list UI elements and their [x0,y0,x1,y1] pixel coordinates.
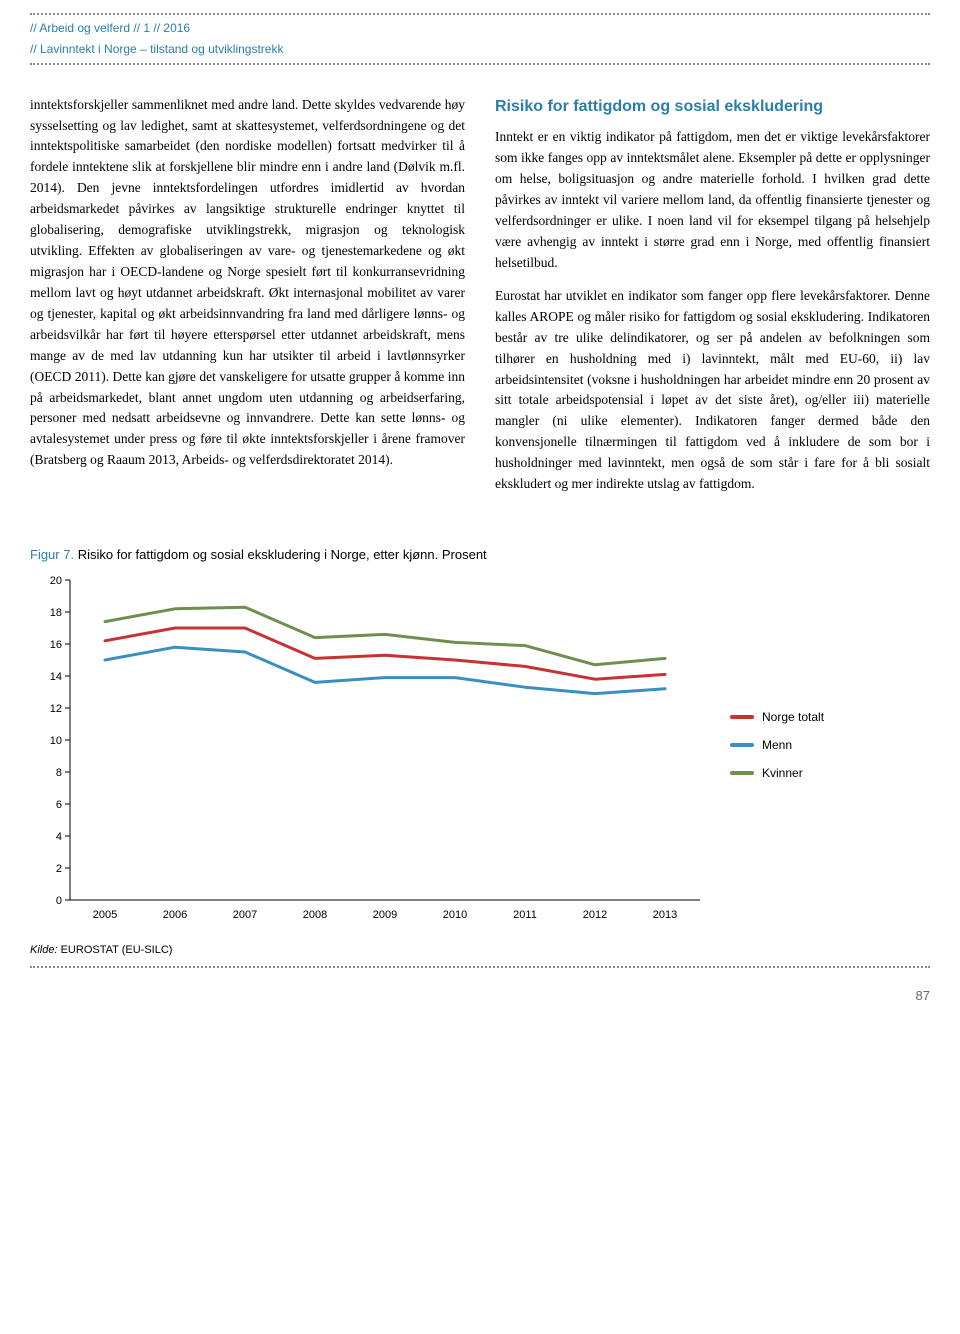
legend-swatch [730,743,754,747]
legend-swatch [730,771,754,775]
page-header: // Arbeid og velferd // 1 // 2016 // Lav… [30,0,930,65]
legend-label: Norge totalt [762,710,824,724]
svg-text:2011: 2011 [513,909,537,921]
svg-text:2007: 2007 [233,909,257,921]
right-para-1: Inntekt er en viktig indikator på fattig… [495,127,930,273]
legend-swatch [730,715,754,719]
right-para-2: Eurostat har utviklet en indikator som f… [495,286,930,495]
svg-text:2009: 2009 [373,909,397,921]
svg-text:6: 6 [56,799,62,811]
right-column: Risiko for fattigdom og sosial ekskluder… [495,95,930,507]
svg-text:2005: 2005 [93,909,117,921]
header-dotted-rule-top [30,13,930,15]
svg-text:8: 8 [56,767,62,779]
legend-label: Menn [762,738,792,752]
svg-text:14: 14 [50,671,62,683]
figure-7: Figur 7. Risiko for fattigdom og sosial … [30,547,930,956]
chart-wrapper: 0 2 4 6 8 10 12 14 16 18 20 2005 2006 2007 2008 2009 201… [30,570,930,930]
svg-text:2013: 2013 [653,909,677,921]
svg-text:20: 20 [50,575,62,587]
figure-caption: Figur 7. Risiko for fattigdom og sosial … [30,547,930,562]
page-number: 87 [30,988,930,1003]
header-dotted-rule-bottom [30,63,930,65]
header-line-2: // Lavinntekt i Norge – tilstand og utvi… [30,39,930,60]
line-chart: 0 2 4 6 8 10 12 14 16 18 20 2005 2006 2007 2008 2009 201… [30,570,710,930]
svg-text:2006: 2006 [163,909,187,921]
legend-item: Norge totalt [730,710,824,724]
svg-text:18: 18 [50,607,62,619]
legend-item: Menn [730,738,824,752]
source-label: Kilde: [30,944,58,956]
legend-item: Kvinner [730,766,824,780]
legend-label: Kvinner [762,766,803,780]
header-line-1: // Arbeid og velferd // 1 // 2016 [30,18,930,39]
body-columns: inntektsforskjeller sammenliknet med and… [30,95,930,507]
svg-text:16: 16 [50,639,62,651]
left-para-1: inntektsforskjeller sammenliknet med and… [30,95,465,472]
left-column: inntektsforskjeller sammenliknet med and… [30,95,465,507]
chart-legend: Norge totalt Menn Kvinner [730,710,824,780]
source-value: EUROSTAT (EU-SILC) [61,944,173,956]
figure-number: Figur 7. [30,547,74,562]
svg-text:10: 10 [50,735,62,747]
svg-text:2012: 2012 [583,909,607,921]
svg-text:12: 12 [50,703,62,715]
svg-text:2008: 2008 [303,909,327,921]
footer-dotted-rule [30,966,930,968]
svg-text:2010: 2010 [443,909,467,921]
svg-text:0: 0 [56,895,62,907]
svg-text:2: 2 [56,863,62,875]
figure-source: Kilde: EUROSTAT (EU-SILC) [30,944,930,956]
svg-text:4: 4 [56,831,62,843]
figure-title: Risiko for fattigdom og sosial ekskluder… [78,547,487,562]
section-heading-risiko: Risiko for fattigdom og sosial ekskluder… [495,95,930,120]
